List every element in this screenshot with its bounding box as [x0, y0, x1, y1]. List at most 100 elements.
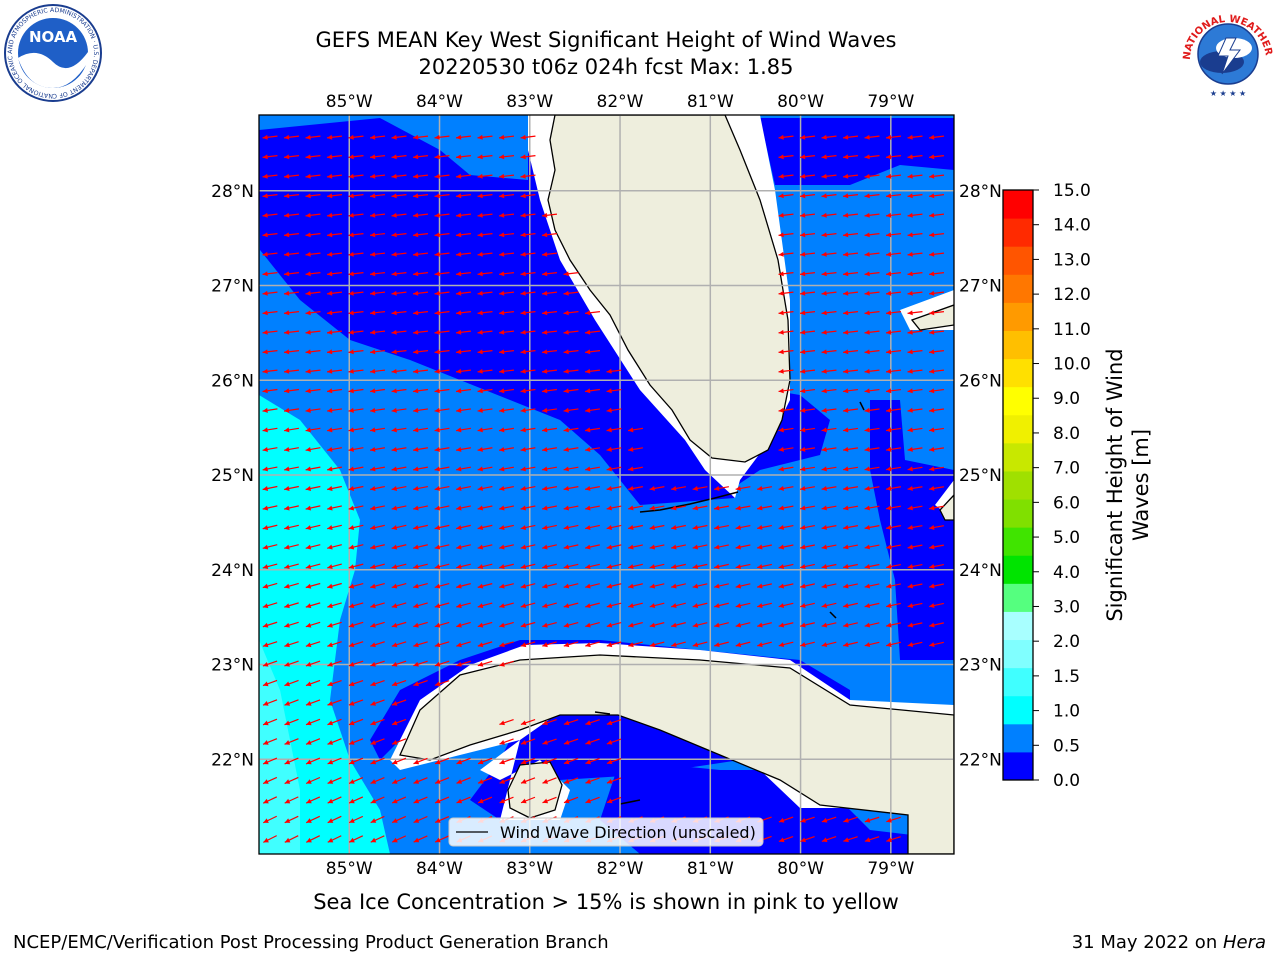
wave-direction-arrow [842, 446, 859, 452]
wave-direction-arrow [283, 173, 300, 179]
wave-direction-arrow [391, 368, 407, 374]
wave-direction-arrow [885, 271, 902, 277]
wave-direction-arrow [799, 271, 816, 277]
wave-direction-arrow [778, 602, 794, 608]
wave-direction-arrow [370, 757, 385, 765]
wave-direction-arrow [843, 622, 858, 628]
wave-direction-arrow [864, 134, 880, 140]
wave-direction-arrow [391, 466, 407, 472]
colorbar-tick-label: 0.5 [1053, 736, 1080, 756]
wave-direction-arrow [778, 485, 794, 491]
wave-direction-arrow [326, 154, 343, 160]
wave-direction-arrow [305, 485, 321, 491]
wave-direction-arrow [520, 505, 536, 511]
wave-direction-arrow [327, 660, 342, 667]
wave-direction-arrow [907, 388, 923, 394]
wave-field-1.0-1.5 [259, 395, 390, 854]
wave-direction-arrow [262, 641, 278, 648]
wave-direction-arrow [842, 251, 859, 257]
wave-direction-arrow [907, 193, 923, 199]
wave-direction-arrow [929, 524, 944, 530]
wave-direction-arrow [434, 349, 450, 355]
wave-direction-arrow [606, 485, 622, 491]
wave-direction-arrow [542, 621, 557, 628]
wave-direction-arrow [348, 427, 364, 433]
wave-direction-arrow [434, 154, 450, 160]
colorbar-tick-label: 11.0 [1053, 320, 1091, 340]
wave-direction-arrow [477, 660, 493, 667]
wave-direction-arrow [735, 583, 751, 589]
wave-direction-arrow [412, 193, 429, 199]
wave-direction-arrow [907, 212, 923, 218]
wave-direction-arrow [929, 602, 944, 608]
wave-direction-arrow [412, 154, 429, 160]
wave-direction-arrow [928, 212, 945, 218]
colorbar-tick-label: 10.0 [1053, 355, 1091, 375]
wave-direction-arrow [305, 329, 321, 335]
lon-tick-label-bottom: 79°W [867, 859, 914, 879]
wave-direction-arrow [778, 271, 794, 277]
wave-direction-arrow [284, 505, 299, 511]
wave-direction-arrow [886, 641, 901, 648]
wave-direction-arrow [284, 738, 299, 745]
wave-direction-arrow [843, 485, 858, 491]
lon-tick-label-bottom: 85°W [326, 859, 373, 879]
wave-direction-arrow [284, 621, 299, 628]
wave-direction-arrow [412, 134, 429, 140]
wave-direction-arrow [327, 718, 342, 726]
wave-direction-arrow [499, 738, 514, 745]
wave-direction-arrow [563, 563, 579, 570]
wave-direction-arrow [563, 271, 579, 277]
wave-direction-arrow [499, 524, 514, 530]
wave-direction-arrow [778, 154, 794, 160]
wave-direction-arrow [413, 505, 428, 511]
wave-direction-arrow [799, 310, 816, 316]
wave-direction-arrow [864, 427, 880, 433]
wave-direction-arrow [907, 485, 923, 491]
wave-direction-arrow [283, 310, 300, 316]
wave-direction-arrow [305, 679, 321, 687]
wave-direction-arrow [348, 407, 364, 413]
wave-direction-arrow [413, 544, 428, 550]
wave-direction-arrow [370, 563, 385, 570]
wave-direction-arrow [735, 524, 751, 530]
noaa-logo: NATIONAL OCEANIC AND ATMOSPHERIC ADMINIS… [2, 2, 102, 102]
footer-branch: NCEP/EMC/Verification Post Processing Pr… [13, 932, 609, 953]
wave-direction-arrow [348, 544, 364, 550]
footer-host: Hera [1222, 932, 1266, 953]
wave-direction-arrow [585, 602, 600, 609]
wave-direction-arrow [864, 329, 880, 335]
wave-direction-arrow [671, 485, 686, 491]
wave-direction-arrow [455, 173, 472, 179]
wave-direction-arrow [649, 544, 665, 550]
wave-direction-arrow [498, 427, 515, 433]
wave-direction-arrow [542, 796, 557, 804]
wave-direction-arrow [348, 388, 364, 394]
wave-direction-arrow [434, 232, 450, 238]
wave-direction-arrow [520, 621, 536, 628]
wave-direction-arrow [326, 134, 343, 140]
wave-direction-arrow [477, 796, 493, 804]
wave-direction-arrow [606, 427, 622, 433]
wave-direction-arrow [800, 544, 815, 550]
wave-direction-arrow [692, 563, 708, 569]
wave-direction-arrow [348, 154, 364, 160]
wave-direction-arrow [928, 329, 945, 335]
wave-direction-arrow [821, 154, 837, 160]
wave-direction-arrow [262, 466, 278, 472]
wave-direction-arrow [520, 719, 536, 726]
wave-direction-arrow [864, 563, 880, 569]
wave-direction-arrow [885, 407, 902, 413]
wave-direction-arrow [434, 621, 450, 628]
wave-direction-arrow [821, 583, 837, 589]
wave-direction-arrow [843, 466, 858, 472]
colorbar-segment [1003, 555, 1033, 584]
wave-direction-arrow [498, 310, 515, 316]
lon-tick-label-bottom: 81°W [687, 859, 734, 879]
wave-direction-arrow [864, 290, 880, 296]
land-cuba [399, 654, 954, 854]
wave-direction-arrow [649, 641, 665, 648]
wave-direction-arrow [348, 641, 364, 648]
wave-direction-arrow [477, 407, 493, 413]
wave-direction-arrow [391, 251, 407, 257]
